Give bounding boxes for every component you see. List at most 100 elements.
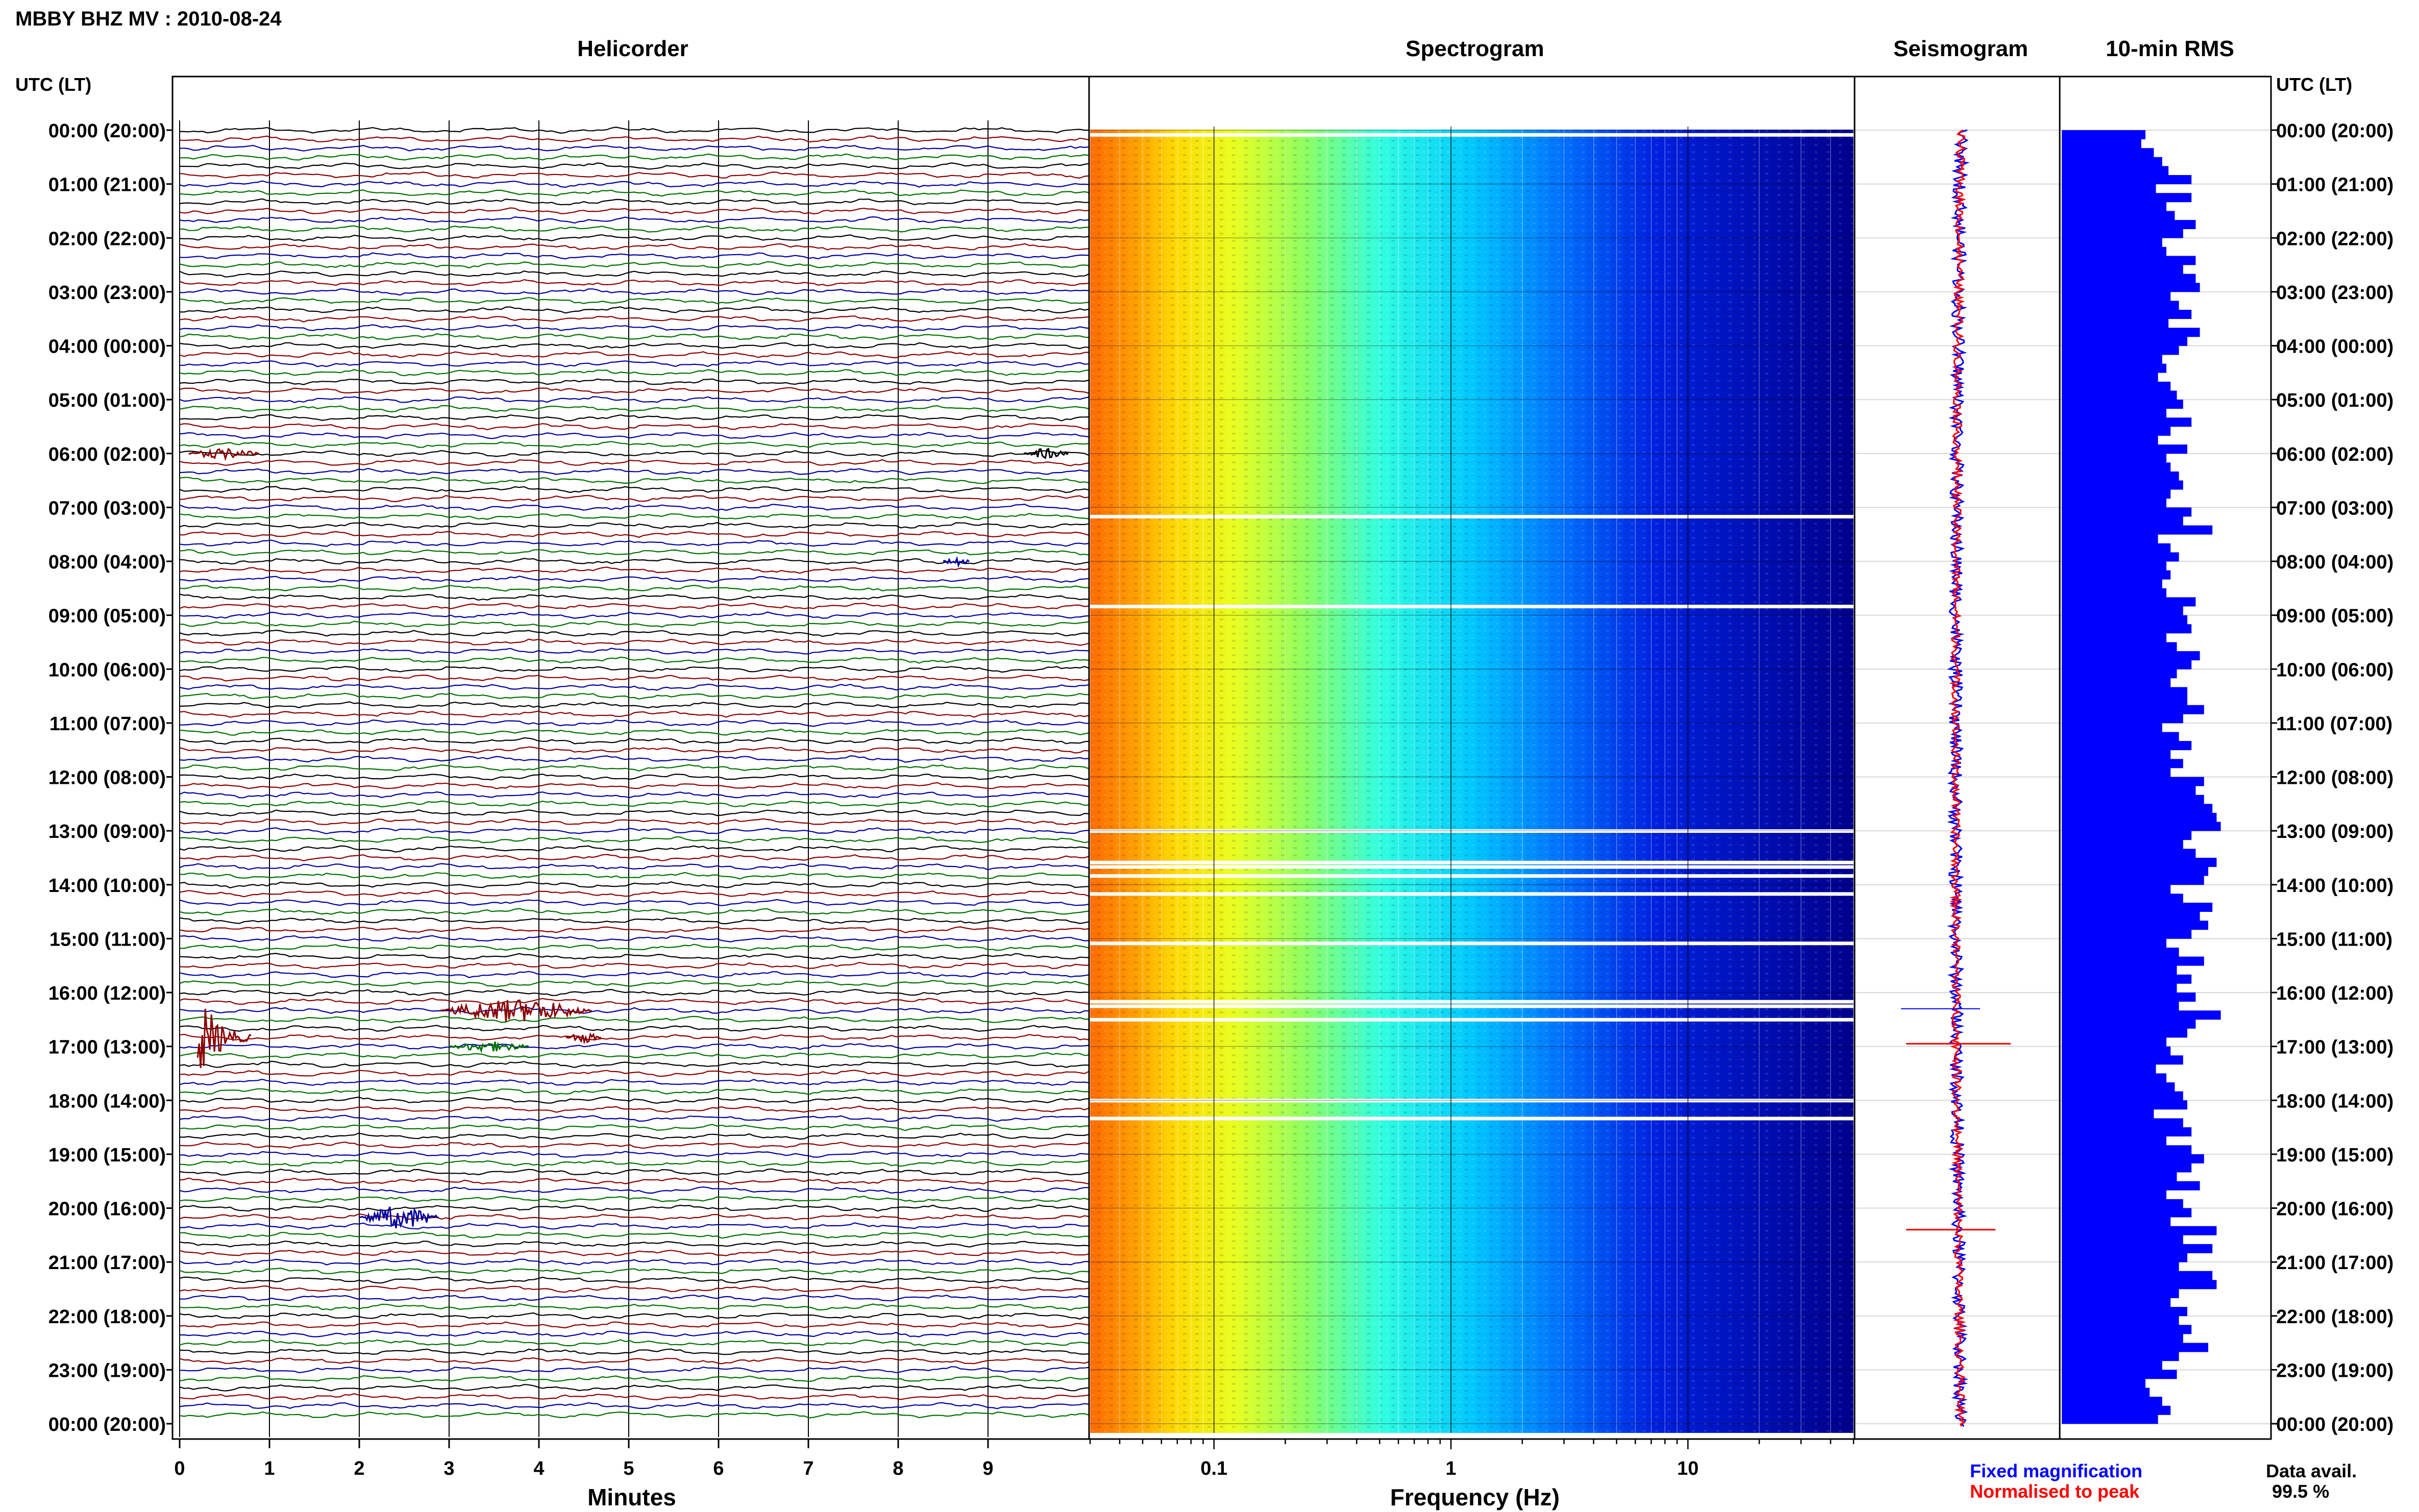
rms-bar — [2062, 1280, 2217, 1290]
helicorder-trace-line — [179, 908, 1089, 915]
rms-bar — [2062, 1253, 2187, 1262]
data-avail-value: 99.5 % — [2272, 1481, 2329, 1502]
helicorder-trace-line — [180, 1151, 1089, 1158]
helicorder-trace-line — [179, 1268, 1089, 1275]
helicorder-event-trace — [440, 999, 592, 1022]
helicorder-trace-line — [179, 621, 1089, 628]
rms-bar — [2062, 400, 2183, 409]
rms-bar — [2062, 965, 2177, 975]
rms-bar — [2062, 822, 2221, 831]
rms-bar — [2062, 956, 2204, 966]
spectrogram-data-gap — [1090, 605, 1854, 609]
helicorder-trace-line — [179, 459, 1089, 466]
rms-bar — [2062, 238, 2162, 247]
rms-bar — [2062, 1387, 2150, 1397]
time-label-left: 05:00 (01:00) — [48, 390, 166, 411]
helicorder-trace-line — [179, 135, 1089, 143]
rms-bar — [2062, 1037, 2166, 1047]
helicorder-trace-line — [179, 1088, 1089, 1095]
helicorder-xtick-label: 6 — [713, 1458, 724, 1479]
helicorder-trace-line — [179, 665, 1089, 673]
rms-bar — [2062, 246, 2166, 256]
rms-bar — [2062, 1118, 2183, 1128]
rms-bar — [2062, 642, 2177, 652]
rms-bar — [2062, 1064, 2156, 1074]
rms-bar — [2062, 849, 2196, 858]
time-label-left: 02:00 (22:00) — [48, 228, 166, 250]
rms-bar — [2062, 534, 2158, 544]
rms-bar — [2062, 507, 2192, 517]
helicorder-xlabel: Minutes — [587, 1484, 676, 1510]
helicorder-trace-line — [179, 593, 1089, 601]
spectrogram-xtick-label: 1 — [1446, 1458, 1457, 1479]
rms-bar — [2062, 1235, 2183, 1245]
rms-bar — [2062, 1190, 2166, 1200]
rms-bar — [2062, 1136, 2166, 1146]
spectrogram-texture — [1090, 127, 1854, 1433]
rms-bar — [2062, 552, 2179, 562]
rms-bar — [2062, 444, 2187, 454]
helicorder-trace-line — [179, 746, 1089, 754]
helicorder-trace-line — [179, 513, 1089, 520]
rms-bar — [2062, 291, 2171, 301]
helicorder-trace-line — [179, 1043, 1089, 1050]
rms-bar — [2062, 1262, 2179, 1272]
helicorder-frame — [171, 76, 1090, 1440]
helicorder-trace-line — [179, 1249, 1089, 1256]
helicorder-trace-line — [179, 387, 1089, 394]
rms-bar — [2062, 741, 2192, 751]
rms-bar — [2062, 1370, 2177, 1379]
helicorder-trace-line — [179, 872, 1089, 880]
rms-bar — [2062, 157, 2162, 166]
time-label-right: 11:00 (07:00) — [2276, 713, 2392, 735]
helicorder-trace-line — [179, 791, 1089, 799]
helicorder-trace-line — [179, 324, 1089, 332]
helicorder-trace-line — [179, 1375, 1089, 1382]
helicorder-trace-line — [179, 827, 1089, 834]
rms-bar — [2062, 417, 2192, 427]
helicorder-trace-line — [179, 432, 1089, 439]
helicorder-trace-line — [179, 1321, 1089, 1329]
spectrogram-data-gap — [1090, 1099, 1854, 1103]
legend-normalised: Normalised to peak — [1970, 1481, 2140, 1502]
rms-bar — [2062, 148, 2154, 158]
rms-panel — [2059, 76, 2272, 1440]
helicorder-trace-line — [179, 360, 1089, 367]
helicorder-trace-line — [179, 764, 1089, 772]
helicorder-trace-line — [179, 153, 1089, 161]
time-label-left: 12:00 (08:00) — [48, 767, 166, 789]
helicorder-trace-line — [179, 1033, 1089, 1041]
helicorder-trace-line — [179, 674, 1089, 682]
time-label-left: 11:00 (07:00) — [50, 713, 166, 735]
rms-bar — [2062, 166, 2169, 176]
rms-bar — [2062, 435, 2158, 445]
helicorder-trace-line — [179, 504, 1089, 511]
helicorder-xtick-label: 8 — [893, 1458, 903, 1479]
rms-bar — [2062, 381, 2171, 391]
time-label-right: 05:00 (01:00) — [2276, 390, 2393, 411]
helicorder-trace-line — [179, 710, 1089, 718]
time-label-right: 01:00 (21:00) — [2276, 175, 2393, 196]
spectrogram-data-gap — [1090, 865, 1854, 869]
rms-bar — [2062, 525, 2213, 535]
spectrogram-data-gap — [1090, 874, 1854, 878]
helicorder-trace-line — [179, 603, 1089, 610]
spectrogram-data-gap — [1090, 1117, 1854, 1121]
rms-bar — [2062, 373, 2158, 382]
rms-bar — [2062, 1199, 2183, 1208]
helicorder-trace-line — [179, 1186, 1089, 1194]
time-label-right: 15:00 (11:00) — [2276, 929, 2392, 950]
helicorder-trace-line — [179, 1006, 1089, 1014]
time-label-left: 06:00 (02:00) — [48, 444, 166, 465]
time-label-left: 21:00 (17:00) — [48, 1252, 166, 1274]
helicorder-xtick-label: 2 — [354, 1458, 364, 1479]
helicorder-trace-line — [179, 180, 1089, 188]
rms-bar — [2062, 498, 2166, 508]
helicorder-trace-line — [179, 1366, 1089, 1374]
time-label-right: 08:00 (04:00) — [2276, 552, 2393, 573]
rms-bar — [2062, 1244, 2213, 1253]
rms-bar — [2062, 714, 2183, 724]
helicorder-trace-line — [179, 629, 1089, 637]
rms-bar — [2062, 1091, 2183, 1101]
helicorder-trace-line — [179, 988, 1089, 997]
